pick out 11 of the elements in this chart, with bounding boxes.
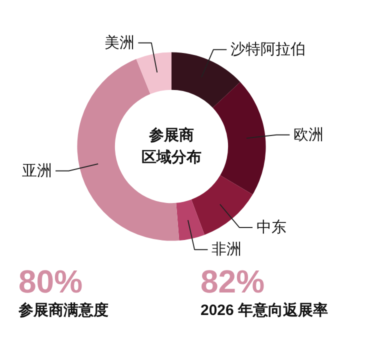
text: 参展商满意度 xyxy=(18,301,108,319)
text: 参展商区域分布 xyxy=(142,126,202,166)
text: 2026 年意向返展率 xyxy=(200,301,328,319)
text: 82% xyxy=(200,264,265,300)
slice-label: 沙特阿拉伯 xyxy=(230,41,306,58)
slice-label: 亚洲 xyxy=(22,162,52,180)
text: 80% xyxy=(18,264,83,300)
slice-label: 非洲 xyxy=(212,241,242,258)
slice-label: 美洲 xyxy=(104,34,134,52)
slice-label: 欧洲 xyxy=(293,126,324,144)
slice-label: 中东 xyxy=(256,218,286,236)
